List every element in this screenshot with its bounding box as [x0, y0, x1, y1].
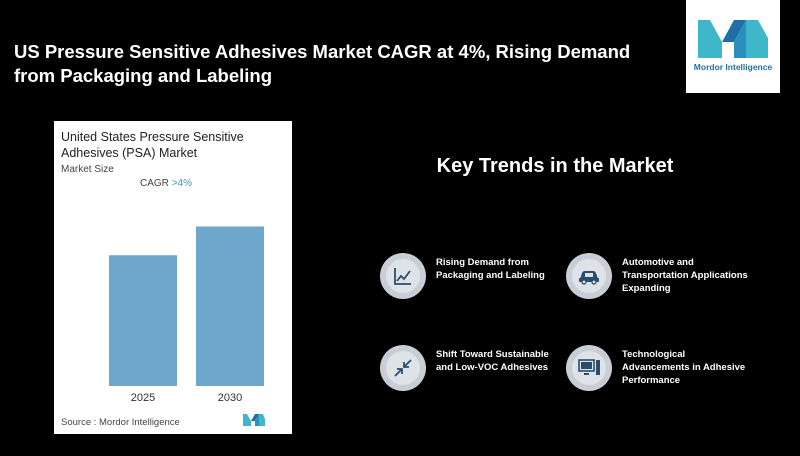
logo-text: Mordor Intelligence	[693, 62, 773, 72]
chart-title: United States Pressure Sensitive Adhesiv…	[61, 130, 244, 160]
trend-automotive: Automotive and Transportation Applicatio…	[566, 253, 766, 303]
bar-chart: 2025 2030	[109, 226, 264, 404]
x-tick-label: 2025	[131, 392, 155, 404]
headline: US Pressure Sensitive Adhesives Market C…	[14, 41, 631, 86]
mordor-logo: Mordor Intelligence	[686, 0, 780, 93]
computer-icon	[578, 359, 600, 375]
trend-label: Shift Toward Sustainable and Low-VOC Adh…	[436, 349, 549, 373]
trend-technology: Technological Advancements in Adhesive P…	[566, 345, 766, 395]
trend-sustainable: Shift Toward Sustainable and Low-VOC Adh…	[380, 345, 580, 395]
car-icon	[579, 271, 599, 285]
cagr-value: >4%	[171, 178, 192, 189]
x-tick-label: 2030	[218, 392, 242, 404]
chart-subtitle: Market Size	[61, 164, 114, 175]
trend-icon-circle	[566, 345, 612, 391]
chart-card: United States Pressure Sensitive Adhesiv…	[54, 121, 292, 434]
trend-label: Technological Advancements in Adhesive P…	[622, 349, 746, 386]
compress-arrows-icon	[394, 359, 412, 377]
cagr-text: CAGR	[140, 178, 169, 189]
bar-2025	[109, 255, 177, 386]
trend-icon-circle	[380, 253, 426, 299]
trend-packaging: Rising Demand from Packaging and Labelin…	[380, 253, 580, 303]
trend-icon-circle	[380, 345, 426, 391]
trends-title: Key Trends in the Market	[436, 155, 674, 177]
line-chart-icon	[394, 268, 411, 285]
trend-icon-circle	[566, 253, 612, 299]
trend-label: Rising Demand from Packaging and Labelin…	[436, 257, 545, 281]
mini-logo-icon	[243, 414, 265, 426]
trend-label: Automotive and Transportation Applicatio…	[622, 257, 748, 294]
cagr-label: CAGR >4%	[140, 178, 192, 189]
bar-2030	[196, 226, 264, 386]
source-text: Source : Mordor Intelligence	[61, 417, 180, 428]
mordor-logo-mark-icon	[698, 20, 768, 58]
